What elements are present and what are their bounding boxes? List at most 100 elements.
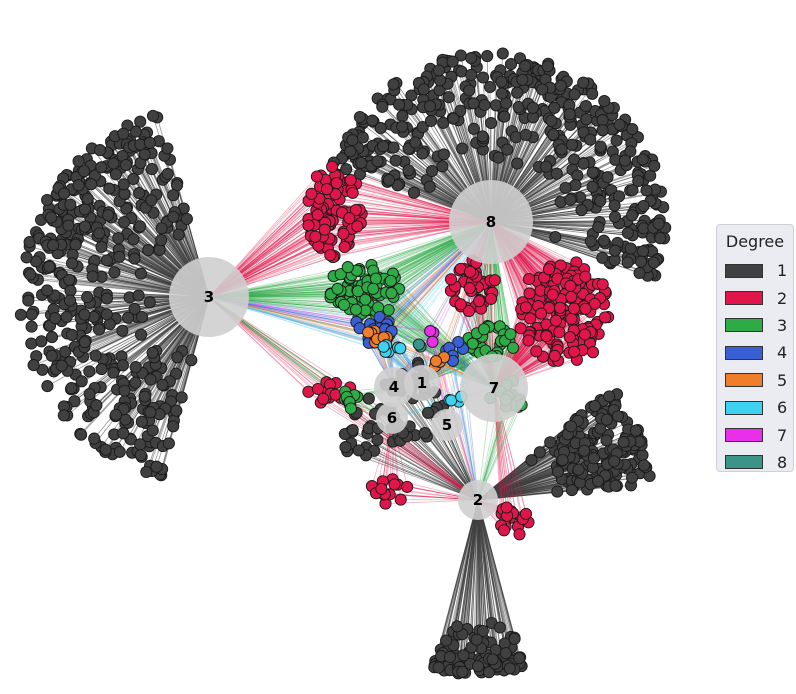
node bbox=[579, 302, 592, 315]
node bbox=[35, 335, 48, 348]
node bbox=[554, 195, 567, 209]
hub-label: 6 bbox=[387, 409, 397, 427]
node bbox=[132, 289, 145, 302]
node bbox=[467, 97, 480, 110]
hub-node-1 bbox=[404, 365, 440, 401]
node bbox=[596, 278, 609, 291]
node bbox=[424, 325, 437, 338]
node bbox=[544, 436, 557, 449]
node bbox=[565, 290, 578, 303]
node bbox=[317, 392, 330, 405]
node bbox=[519, 60, 532, 73]
node bbox=[117, 427, 130, 440]
legend-swatch bbox=[725, 291, 763, 306]
node bbox=[472, 660, 485, 673]
node bbox=[95, 240, 108, 254]
node bbox=[107, 157, 120, 170]
node bbox=[396, 120, 409, 133]
node bbox=[309, 230, 322, 243]
node bbox=[516, 73, 529, 86]
node bbox=[100, 292, 113, 305]
node bbox=[495, 87, 509, 100]
node bbox=[78, 165, 91, 178]
node bbox=[72, 179, 85, 192]
node bbox=[654, 232, 667, 245]
node bbox=[62, 219, 75, 232]
node bbox=[349, 203, 362, 217]
node bbox=[418, 426, 431, 440]
edge bbox=[448, 347, 479, 501]
node bbox=[640, 184, 653, 197]
node bbox=[145, 163, 158, 176]
node bbox=[613, 118, 626, 131]
node bbox=[540, 330, 553, 343]
node bbox=[608, 199, 621, 212]
node bbox=[637, 199, 650, 213]
node bbox=[161, 167, 174, 180]
legend-label: 4 bbox=[777, 343, 788, 363]
node bbox=[41, 193, 54, 207]
hub-node-2 bbox=[458, 480, 498, 520]
node bbox=[608, 455, 621, 468]
node bbox=[374, 122, 387, 135]
node bbox=[41, 284, 54, 297]
node bbox=[467, 122, 480, 135]
node bbox=[134, 267, 147, 280]
node bbox=[156, 378, 169, 391]
node bbox=[564, 193, 577, 206]
node bbox=[423, 100, 437, 113]
node bbox=[507, 341, 520, 354]
node bbox=[626, 184, 639, 197]
node bbox=[394, 342, 407, 355]
legend-swatch bbox=[725, 345, 763, 360]
legend-label: 7 bbox=[777, 425, 788, 445]
node bbox=[99, 443, 112, 456]
node bbox=[344, 145, 357, 158]
node bbox=[143, 296, 156, 309]
node bbox=[522, 272, 536, 286]
node bbox=[587, 452, 600, 465]
node bbox=[621, 256, 634, 269]
node bbox=[473, 295, 486, 308]
node bbox=[346, 134, 359, 147]
legend-label: 5 bbox=[777, 370, 788, 390]
node bbox=[601, 171, 614, 184]
node bbox=[466, 337, 479, 350]
node bbox=[75, 428, 88, 441]
node bbox=[20, 251, 33, 264]
node bbox=[409, 136, 422, 149]
edge bbox=[457, 341, 479, 501]
node bbox=[434, 74, 447, 87]
node bbox=[555, 143, 568, 156]
node bbox=[43, 260, 56, 273]
edge bbox=[410, 384, 479, 501]
node bbox=[138, 390, 151, 403]
node bbox=[349, 303, 363, 316]
node bbox=[324, 249, 337, 262]
node bbox=[636, 449, 649, 462]
node bbox=[134, 115, 147, 128]
node bbox=[513, 528, 526, 541]
node bbox=[519, 507, 533, 520]
node bbox=[464, 265, 477, 278]
node bbox=[387, 141, 400, 154]
node bbox=[100, 254, 113, 267]
node bbox=[586, 180, 599, 193]
node bbox=[423, 180, 436, 193]
node bbox=[437, 116, 450, 129]
hub-node-7 bbox=[460, 354, 528, 422]
node bbox=[565, 484, 578, 497]
node bbox=[103, 182, 116, 195]
node bbox=[476, 624, 489, 638]
node bbox=[454, 104, 467, 117]
node bbox=[647, 256, 660, 269]
node bbox=[334, 268, 347, 281]
node bbox=[425, 164, 439, 178]
edge bbox=[368, 427, 479, 501]
node bbox=[477, 71, 490, 84]
node bbox=[146, 109, 160, 122]
node bbox=[624, 242, 637, 255]
node bbox=[424, 114, 438, 128]
node bbox=[367, 282, 380, 295]
node bbox=[389, 154, 402, 167]
